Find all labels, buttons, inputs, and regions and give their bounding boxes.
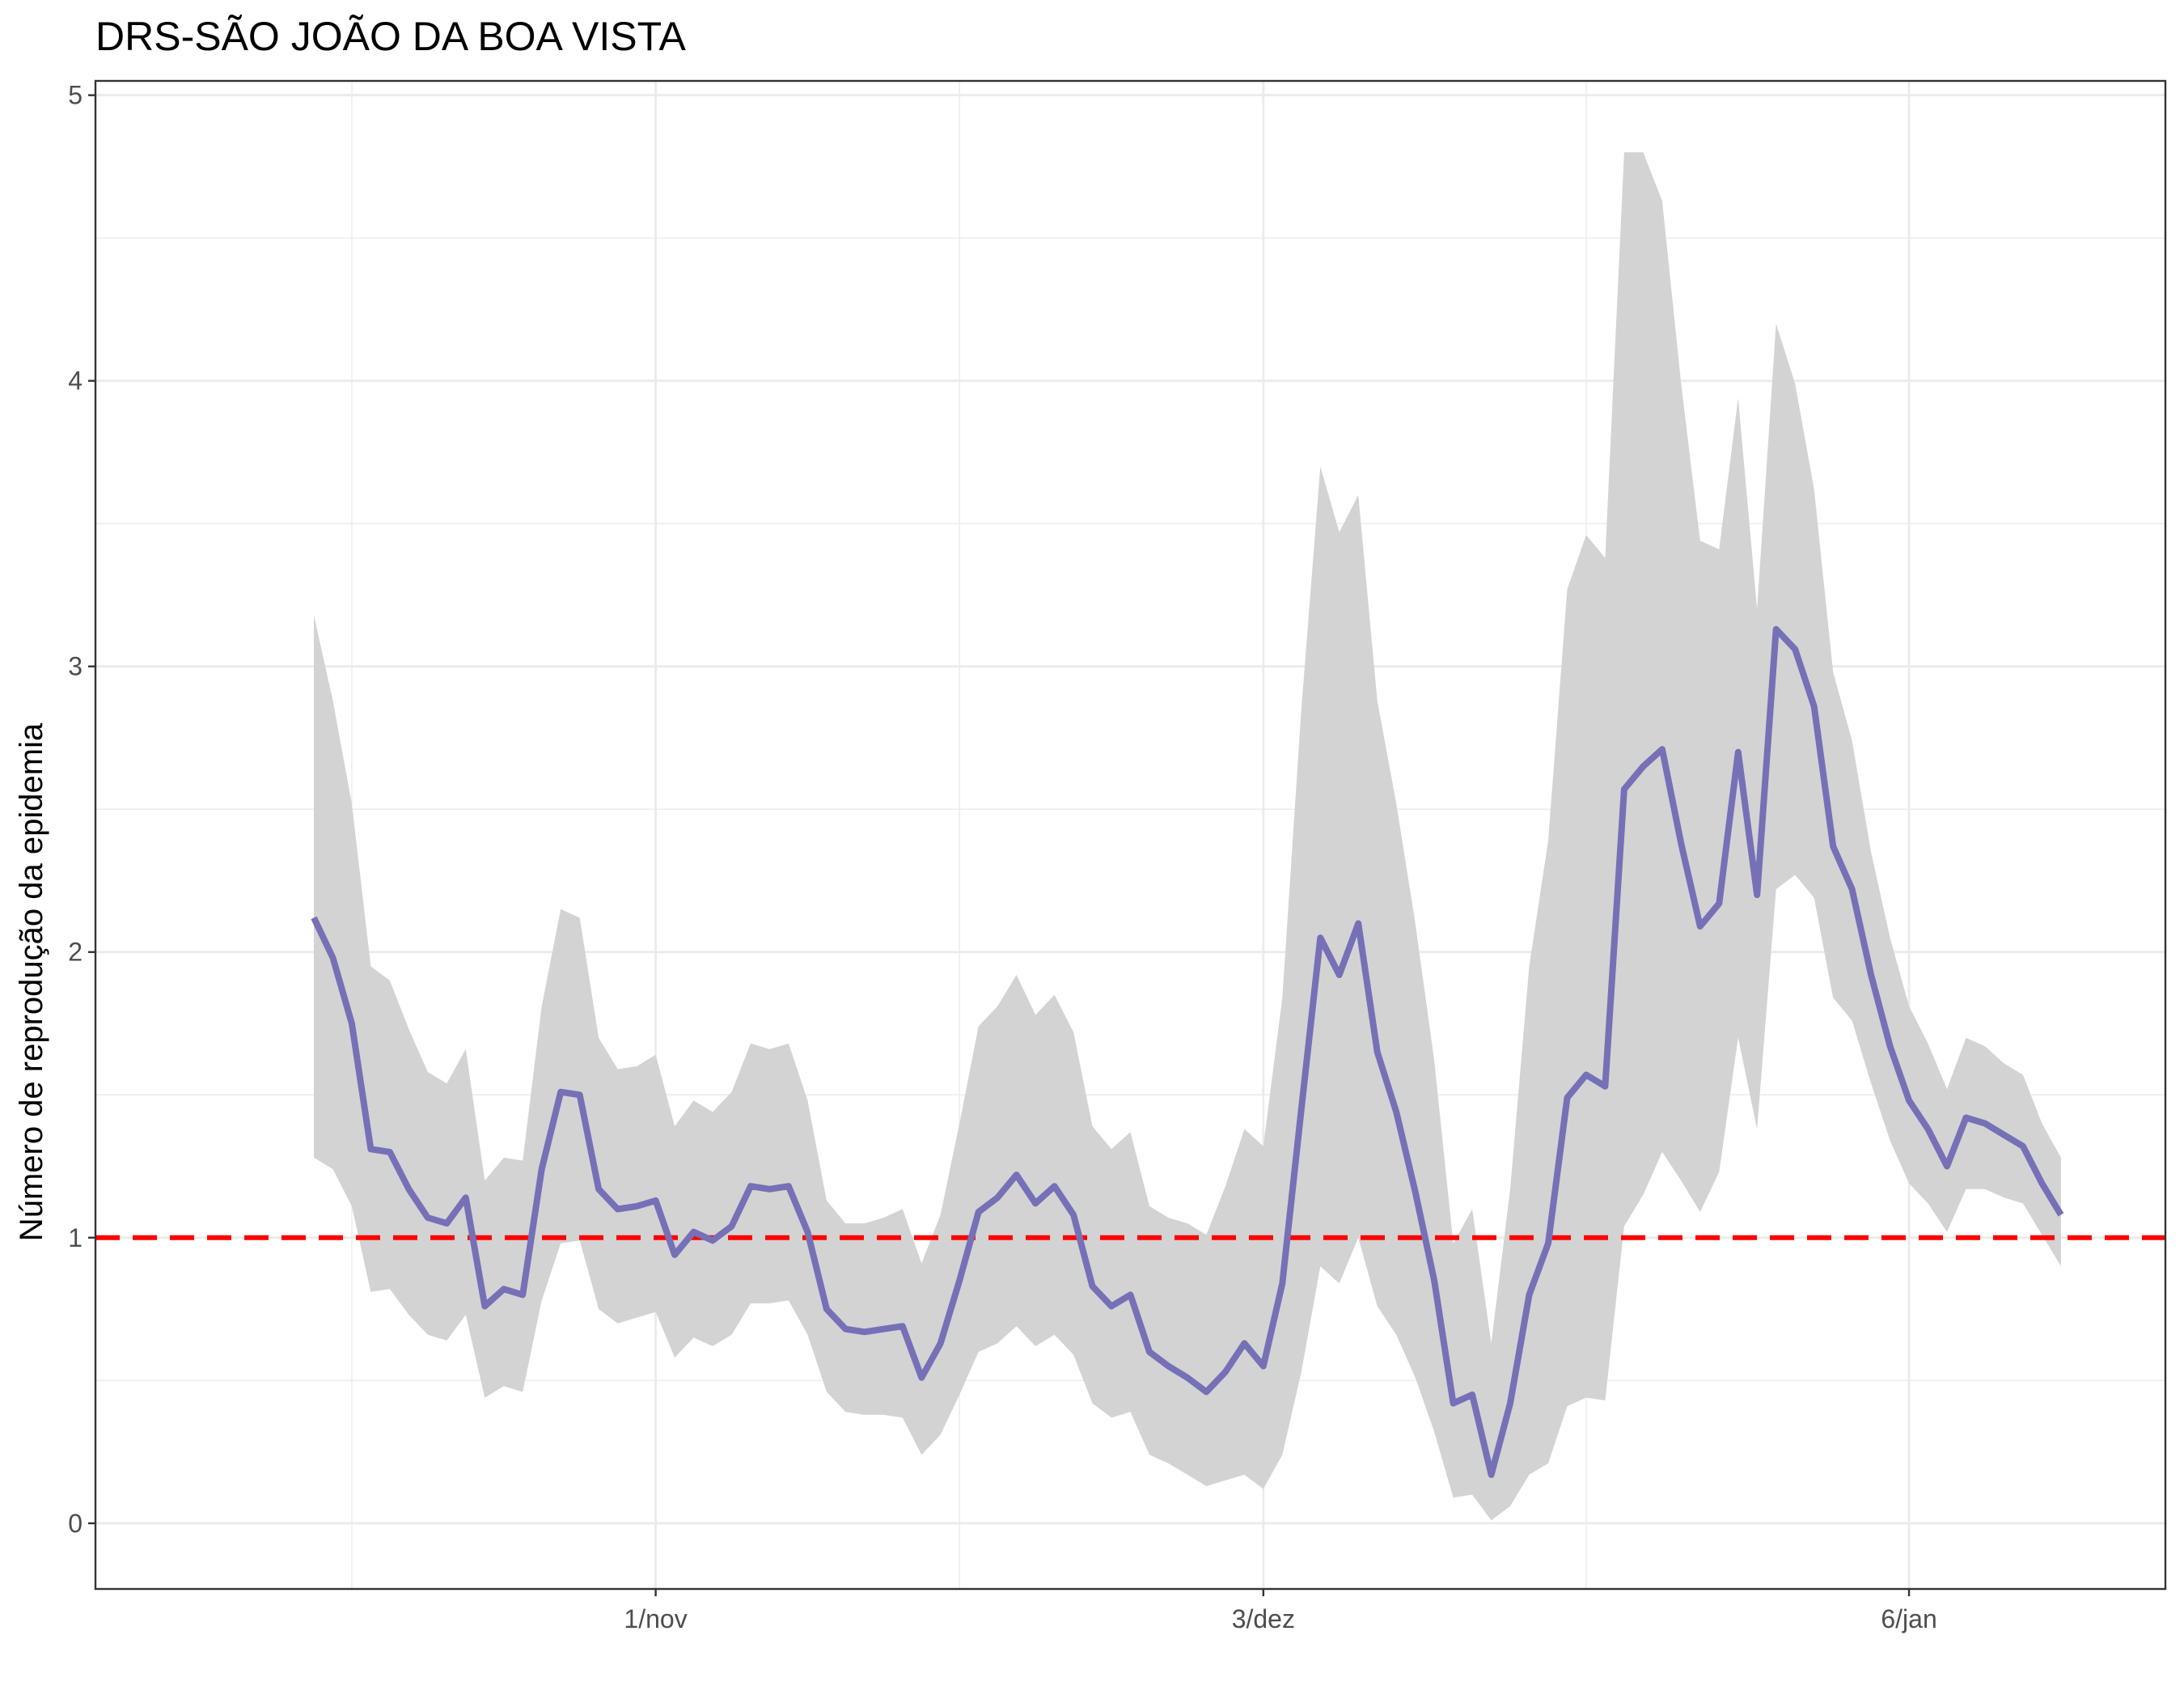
rt-series-group [311,625,2064,1478]
y-tick-label: 0 [68,1509,83,1538]
confidence-band [314,152,2061,1521]
x-tick-label: 6/jan [1881,1604,1936,1633]
confidence-band-group [314,152,2061,1521]
plot-border [94,79,2167,1591]
y-tick-label: 3 [68,652,83,681]
rt-series-line [311,625,2064,1478]
y-tick-label: 2 [68,938,83,967]
y-tick-label: 5 [68,81,83,110]
y-tick-label: 4 [68,366,83,396]
x-tick-label: 1/nov [624,1604,687,1633]
y-axis-title: Número de reprodução da epidemia [14,722,49,1241]
x-tick-label: 3/dez [1232,1604,1295,1633]
chart-title: DRS-SÃO JOÃO DA BOA VISTA [95,14,686,59]
axes: 0 1 2 3 4 5 1/nov 3/dez 6/jan [68,79,2167,1633]
y-tick-label: 1 [68,1223,83,1252]
